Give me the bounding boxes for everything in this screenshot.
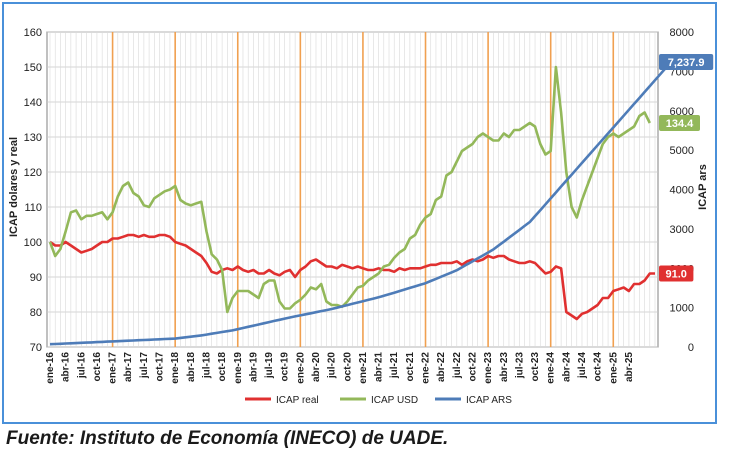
right-axis-ticks: 010002000300040005000600070008000	[670, 27, 694, 354]
y-right-tick-label: 8000	[670, 27, 694, 39]
vertical-markers	[111, 32, 615, 347]
series-line-icap-real	[49, 233, 655, 321]
x-tick-label: ene-16	[45, 352, 56, 384]
y-right-tick-label: 1000	[670, 303, 694, 315]
x-tick-label: oct-17	[155, 352, 166, 382]
legend-label: ICAP USD	[371, 395, 418, 406]
x-tick-label: abr-25	[624, 352, 635, 382]
x-tick-label: oct-18	[217, 352, 228, 382]
end-value-badges: 91.0 134.4 7,237.9	[659, 54, 714, 282]
x-tick-label: oct-16	[92, 352, 103, 382]
x-tick-label: oct-21	[405, 352, 416, 382]
x-tick-label: abr-16	[61, 352, 72, 382]
y-left-tick-label: 130	[24, 132, 42, 144]
x-tick-label: jul-19	[264, 352, 275, 380]
x-tick-label: jul-22	[452, 352, 463, 380]
legend: ICAP real ICAP USD ICAP ARS	[245, 395, 512, 406]
x-tick-label: oct-23	[530, 352, 541, 382]
y-right-tick-label: 0	[688, 342, 694, 354]
legend-label: ICAP ARS	[466, 395, 512, 406]
y-right-tick-label: 3000	[670, 224, 694, 236]
x-tick-label: oct-19	[280, 352, 291, 382]
x-tick-label: ene-19	[233, 352, 244, 384]
end-value-label: 7,237.9	[668, 57, 705, 69]
x-tick-label: abr-18	[186, 352, 197, 382]
x-tick-label: ene-21	[358, 352, 369, 384]
grid-layer	[46, 31, 659, 348]
y-left-tick-label: 70	[30, 342, 42, 354]
end-value-label: 134.4	[666, 118, 694, 130]
x-tick-label: abr-17	[123, 352, 134, 382]
series-line-icap-usd	[48, 65, 651, 314]
x-tick-label: jul-24	[577, 352, 588, 380]
x-tick-label: abr-22	[436, 352, 447, 382]
y-right-tick-label: 4000	[670, 185, 694, 197]
y-right-tick-label: 5000	[670, 145, 694, 157]
source-caption: Fuente: Instituto de Economía (INECO) de…	[6, 428, 449, 449]
x-tick-label: oct-20	[342, 352, 353, 382]
y-axis-right-title: ICAP ars	[697, 164, 709, 210]
y-left-tick-label: 100	[24, 237, 42, 249]
y-left-tick-label: 120	[24, 167, 42, 179]
end-value-badge	[659, 265, 694, 282]
left-axis-ticks: 70 80 90 100 110 120 130 140 150 160	[24, 27, 42, 354]
x-tick-label: jul-18	[201, 352, 212, 380]
x-axis-ticks: ene-16 abr-16 jul-16 oct-16 ene-17 abr-17 jul-…	[45, 352, 635, 384]
x-tick-label: jul-21	[389, 352, 400, 380]
x-tick-label: ene-22	[421, 352, 432, 384]
y-left-tick-label: 80	[30, 307, 42, 319]
x-tick-label: ene-18	[170, 352, 181, 384]
x-tick-label: jul-23	[514, 352, 525, 380]
chart-border	[2, 2, 717, 424]
x-tick-label: jul-20	[327, 352, 338, 380]
x-tick-label: abr-21	[374, 352, 385, 382]
series-line-icap-ars	[49, 61, 672, 346]
x-tick-label: abr-19	[248, 352, 259, 382]
x-tick-label: abr-24	[561, 352, 572, 382]
y-axis-left-title: ICAP dolares y real	[8, 137, 20, 237]
x-tick-label: ene-20	[295, 352, 306, 384]
x-tick-label: abr-20	[311, 352, 322, 382]
end-value-label: 91.0	[665, 269, 686, 281]
x-tick-label: ene-17	[108, 352, 119, 384]
y-left-tick-label: 140	[24, 97, 42, 109]
y-left-tick-label: 150	[24, 62, 42, 74]
x-tick-label: oct-24	[593, 352, 604, 382]
y-right-tick-label: 6000	[670, 106, 694, 118]
y-left-tick-label: 110	[24, 202, 42, 214]
end-value-badge	[659, 54, 714, 71]
x-tick-label: ene-24	[546, 352, 557, 384]
y-left-tick-label: 90	[30, 272, 42, 284]
y-left-tick-label: 160	[24, 27, 42, 39]
x-tick-label: jul-17	[139, 352, 150, 380]
series-layer	[48, 61, 672, 346]
end-value-badge	[659, 115, 700, 131]
x-tick-label: ene-25	[608, 352, 619, 384]
x-tick-label: abr-23	[499, 352, 510, 382]
legend-label: ICAP real	[276, 395, 319, 406]
x-tick-label: oct-22	[467, 352, 478, 382]
x-tick-label: jul-16	[76, 352, 87, 380]
x-tick-label: ene-23	[483, 352, 494, 384]
